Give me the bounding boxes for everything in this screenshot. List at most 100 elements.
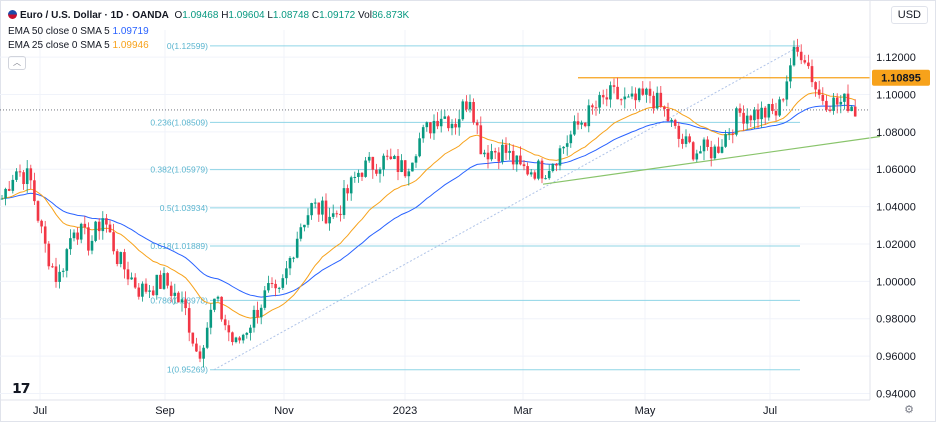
- candle-body: [713, 146, 717, 159]
- candle-body: [198, 351, 202, 359]
- candle-body: [555, 163, 558, 166]
- candle-body: [364, 160, 367, 177]
- symbol-title[interactable]: Euro / U.S. Dollar · 1D · OANDA: [20, 10, 169, 21]
- candle-body: [803, 60, 807, 63]
- candle-body: [40, 220, 43, 227]
- candles: [0, 38, 857, 368]
- y-tick-label: 1.04000: [876, 202, 916, 214]
- candle-body: [652, 95, 655, 109]
- candle-body: [249, 327, 252, 333]
- candle-body: [403, 160, 407, 177]
- candle-body: [576, 121, 580, 125]
- candle-body: [738, 108, 742, 113]
- close-value: 1.09172: [319, 10, 356, 21]
- candle-body: [691, 142, 695, 160]
- ema25-line: [1, 92, 856, 319]
- candle-body: [252, 309, 256, 328]
- candle-body: [58, 271, 61, 282]
- candle-body: [76, 232, 79, 240]
- candle-body: [281, 278, 285, 288]
- candle-body: [83, 223, 87, 228]
- candle-body: [483, 152, 486, 155]
- candle-body: [465, 101, 468, 110]
- candle-body: [346, 188, 349, 194]
- low-label: L: [267, 10, 273, 21]
- x-tick-label: Jul: [763, 405, 777, 417]
- candle-body: [490, 151, 493, 160]
- y-tick-label: 1.10000: [876, 89, 916, 101]
- candle-body: [493, 151, 497, 153]
- fib-trend-line[interactable]: [213, 45, 801, 371]
- candle-body: [112, 232, 115, 252]
- candle-body: [313, 202, 317, 204]
- candle-body: [263, 290, 267, 308]
- candle-body: [807, 62, 810, 67]
- x-tick-label: Nov: [274, 405, 294, 417]
- high-value: 1.09604: [228, 10, 265, 21]
- candle-body: [655, 92, 659, 109]
- candle-body: [601, 95, 605, 98]
- candle-body: [526, 166, 529, 175]
- candle-body: [745, 115, 749, 124]
- candle-body: [454, 123, 457, 128]
- candle-body: [565, 143, 569, 147]
- candle-body: [234, 337, 238, 343]
- candle-body: [817, 89, 821, 95]
- candle-body: [90, 240, 94, 251]
- drawings[interactable]: [0, 77, 881, 185]
- candle-body: [162, 273, 166, 289]
- currency-selector[interactable]: USD: [890, 6, 928, 24]
- candle-body: [659, 92, 663, 107]
- fib-level-label: 0.5(1.03934): [160, 203, 208, 213]
- candle-body: [166, 273, 169, 286]
- candle-body: [94, 221, 97, 241]
- volume-label: Vol: [358, 10, 372, 21]
- open-label: O: [174, 10, 183, 21]
- candle-body: [670, 119, 673, 122]
- ema50-label: EMA 50 close 0 SMA 5: [8, 26, 110, 37]
- candle-body: [684, 136, 688, 144]
- candle-body: [418, 138, 421, 157]
- candle-body: [33, 180, 36, 202]
- candle-body: [663, 106, 666, 109]
- candle-body: [583, 122, 587, 127]
- candle-body: [115, 251, 119, 265]
- candle-body: [220, 296, 223, 320]
- candle-body: [666, 108, 670, 122]
- candle-body: [87, 227, 90, 251]
- candle-body: [393, 155, 396, 159]
- y-tick-label: 1.02000: [876, 239, 916, 251]
- candle-body: [303, 224, 306, 228]
- candle-body: [339, 213, 342, 216]
- candle-body: [735, 108, 738, 135]
- fib-level-label: 1(0.95269): [167, 365, 208, 375]
- y-tick-label: 1.08000: [876, 127, 916, 139]
- y-tick-label: 0.94000: [876, 388, 916, 400]
- candle-body: [97, 221, 101, 232]
- settings-icon[interactable]: ⚙: [904, 404, 914, 416]
- candle-body: [785, 81, 789, 100]
- candle-body: [853, 106, 857, 117]
- candle-body: [508, 150, 511, 153]
- candle-body: [472, 101, 475, 123]
- candle-body: [835, 97, 839, 105]
- candle-body: [544, 178, 547, 180]
- candle-body: [461, 101, 465, 120]
- candle-body: [213, 298, 216, 310]
- candle-body: [763, 107, 767, 118]
- candle-body: [605, 97, 609, 100]
- candle-body: [630, 93, 634, 97]
- candle-body: [850, 106, 853, 112]
- candle-body: [47, 243, 51, 267]
- fibonacci-retracement[interactable]: 0(1.12599) 0.236(1.08509) 0.382(1.05979) 0.…: [150, 41, 801, 375]
- candle-body: [349, 177, 353, 194]
- candle-body: [587, 105, 591, 127]
- candle-body: [825, 100, 828, 110]
- candle-body: [475, 122, 479, 126]
- candle-body: [180, 299, 184, 303]
- ema50-legend[interactable]: EMA 50 close 0 SMA 5 1.09719: [8, 25, 149, 38]
- ema25-legend[interactable]: EMA 25 close 0 SMA 5 1.09946: [8, 39, 149, 52]
- collapse-legend-button[interactable]: ︿: [8, 56, 26, 70]
- candle-body: [241, 334, 245, 341]
